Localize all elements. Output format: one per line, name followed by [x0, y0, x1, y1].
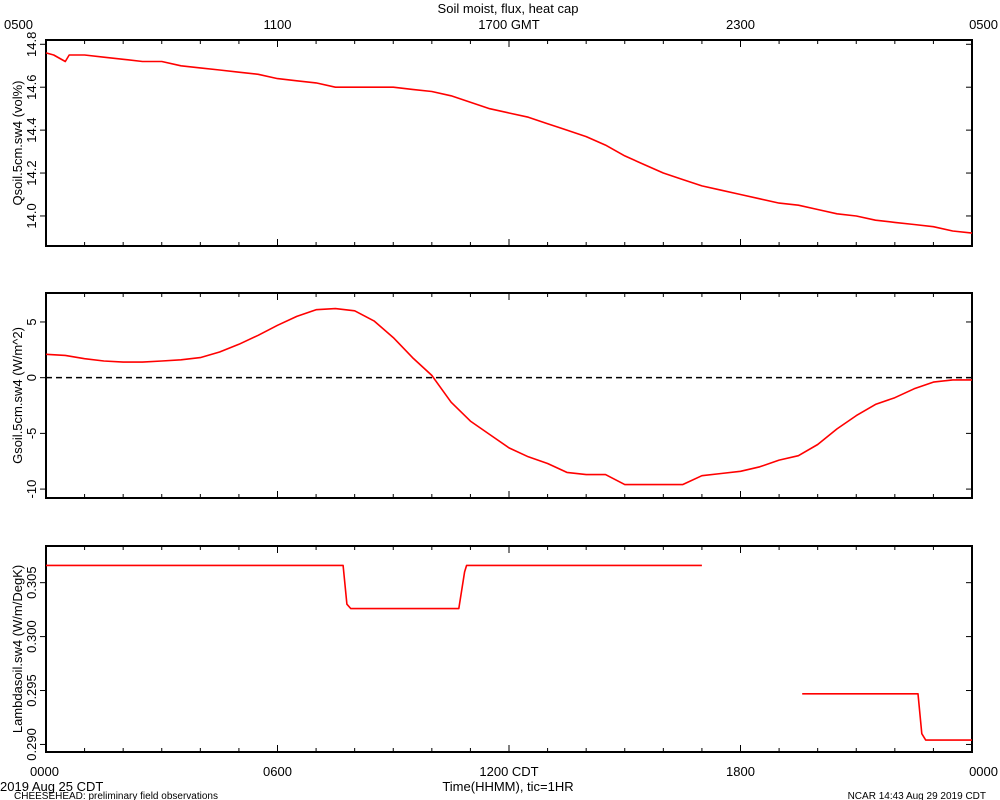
panel-1-ytick-label: 14.6	[24, 75, 39, 100]
panel-3-ytick-label: 0.295	[24, 674, 39, 707]
panel-3-series-line-2	[802, 692, 972, 741]
panel-3-y-axis-title: Lambdasoil.sw4 (W/m/DegK)	[10, 565, 25, 733]
top-xtick-label: 2300	[726, 17, 755, 32]
panel-1-y-axis-title: Qsoil.5cm.sw4 (vol%)	[10, 81, 25, 206]
panel-2-ytick-label: 0	[24, 374, 39, 381]
bottom-xtick-label: 0000	[30, 764, 59, 779]
panel-3-ytick-label: 0.300	[24, 620, 39, 653]
top-xtick-label: 0500	[969, 17, 998, 32]
bottom-xtick-label: 1200 CDT	[479, 764, 538, 779]
panel-1-ytick-label: 14.2	[24, 160, 39, 185]
x-axis-title: Time(HHMM), tic=1HR	[442, 779, 573, 794]
chart-title: Soil moist, flux, heat cap	[438, 1, 579, 16]
top-xtick-label: 1700 GMT	[478, 17, 539, 32]
panel-3-series-line-1	[46, 564, 702, 610]
bottom-xtick-label: 0000	[969, 764, 998, 779]
footer-left: CHEESEHEAD: preliminary field observatio…	[14, 791, 218, 800]
top-xtick-label: 1100	[264, 17, 292, 32]
panel-2-frame	[45, 292, 973, 499]
panel-1-ytick-label: 14.0	[24, 203, 39, 228]
date-label: 2019 Aug 25 CDT	[0, 779, 103, 794]
panel-3-ytick-label: 0.305	[24, 566, 39, 599]
panel-1-frame	[45, 39, 973, 247]
footer-right: NCAR 14:43 Aug 29 2019 CDT	[848, 791, 986, 800]
panel-2-y-axis-title: Gsoil.5cm.sw4 (W/m^2)	[10, 327, 25, 464]
panel-3-frame	[45, 545, 973, 753]
bottom-xtick-label: 0600	[263, 764, 292, 779]
panel-1-ytick-label: 14.8	[24, 32, 39, 57]
panel-2-ytick-label: 5	[24, 318, 39, 325]
bottom-xtick-label: 1800	[726, 764, 755, 779]
top-xtick-label: 0500	[4, 17, 33, 32]
panel-2-series-line	[45, 307, 972, 486]
panel-1-series-line	[45, 52, 973, 234]
panel-3-ytick-label: 0.290	[24, 728, 39, 761]
panel-2-ytick-label: -10	[24, 480, 39, 499]
panel-2-ytick-label: -5	[24, 428, 39, 440]
panel-1-ytick-label: 14.4	[24, 117, 39, 142]
